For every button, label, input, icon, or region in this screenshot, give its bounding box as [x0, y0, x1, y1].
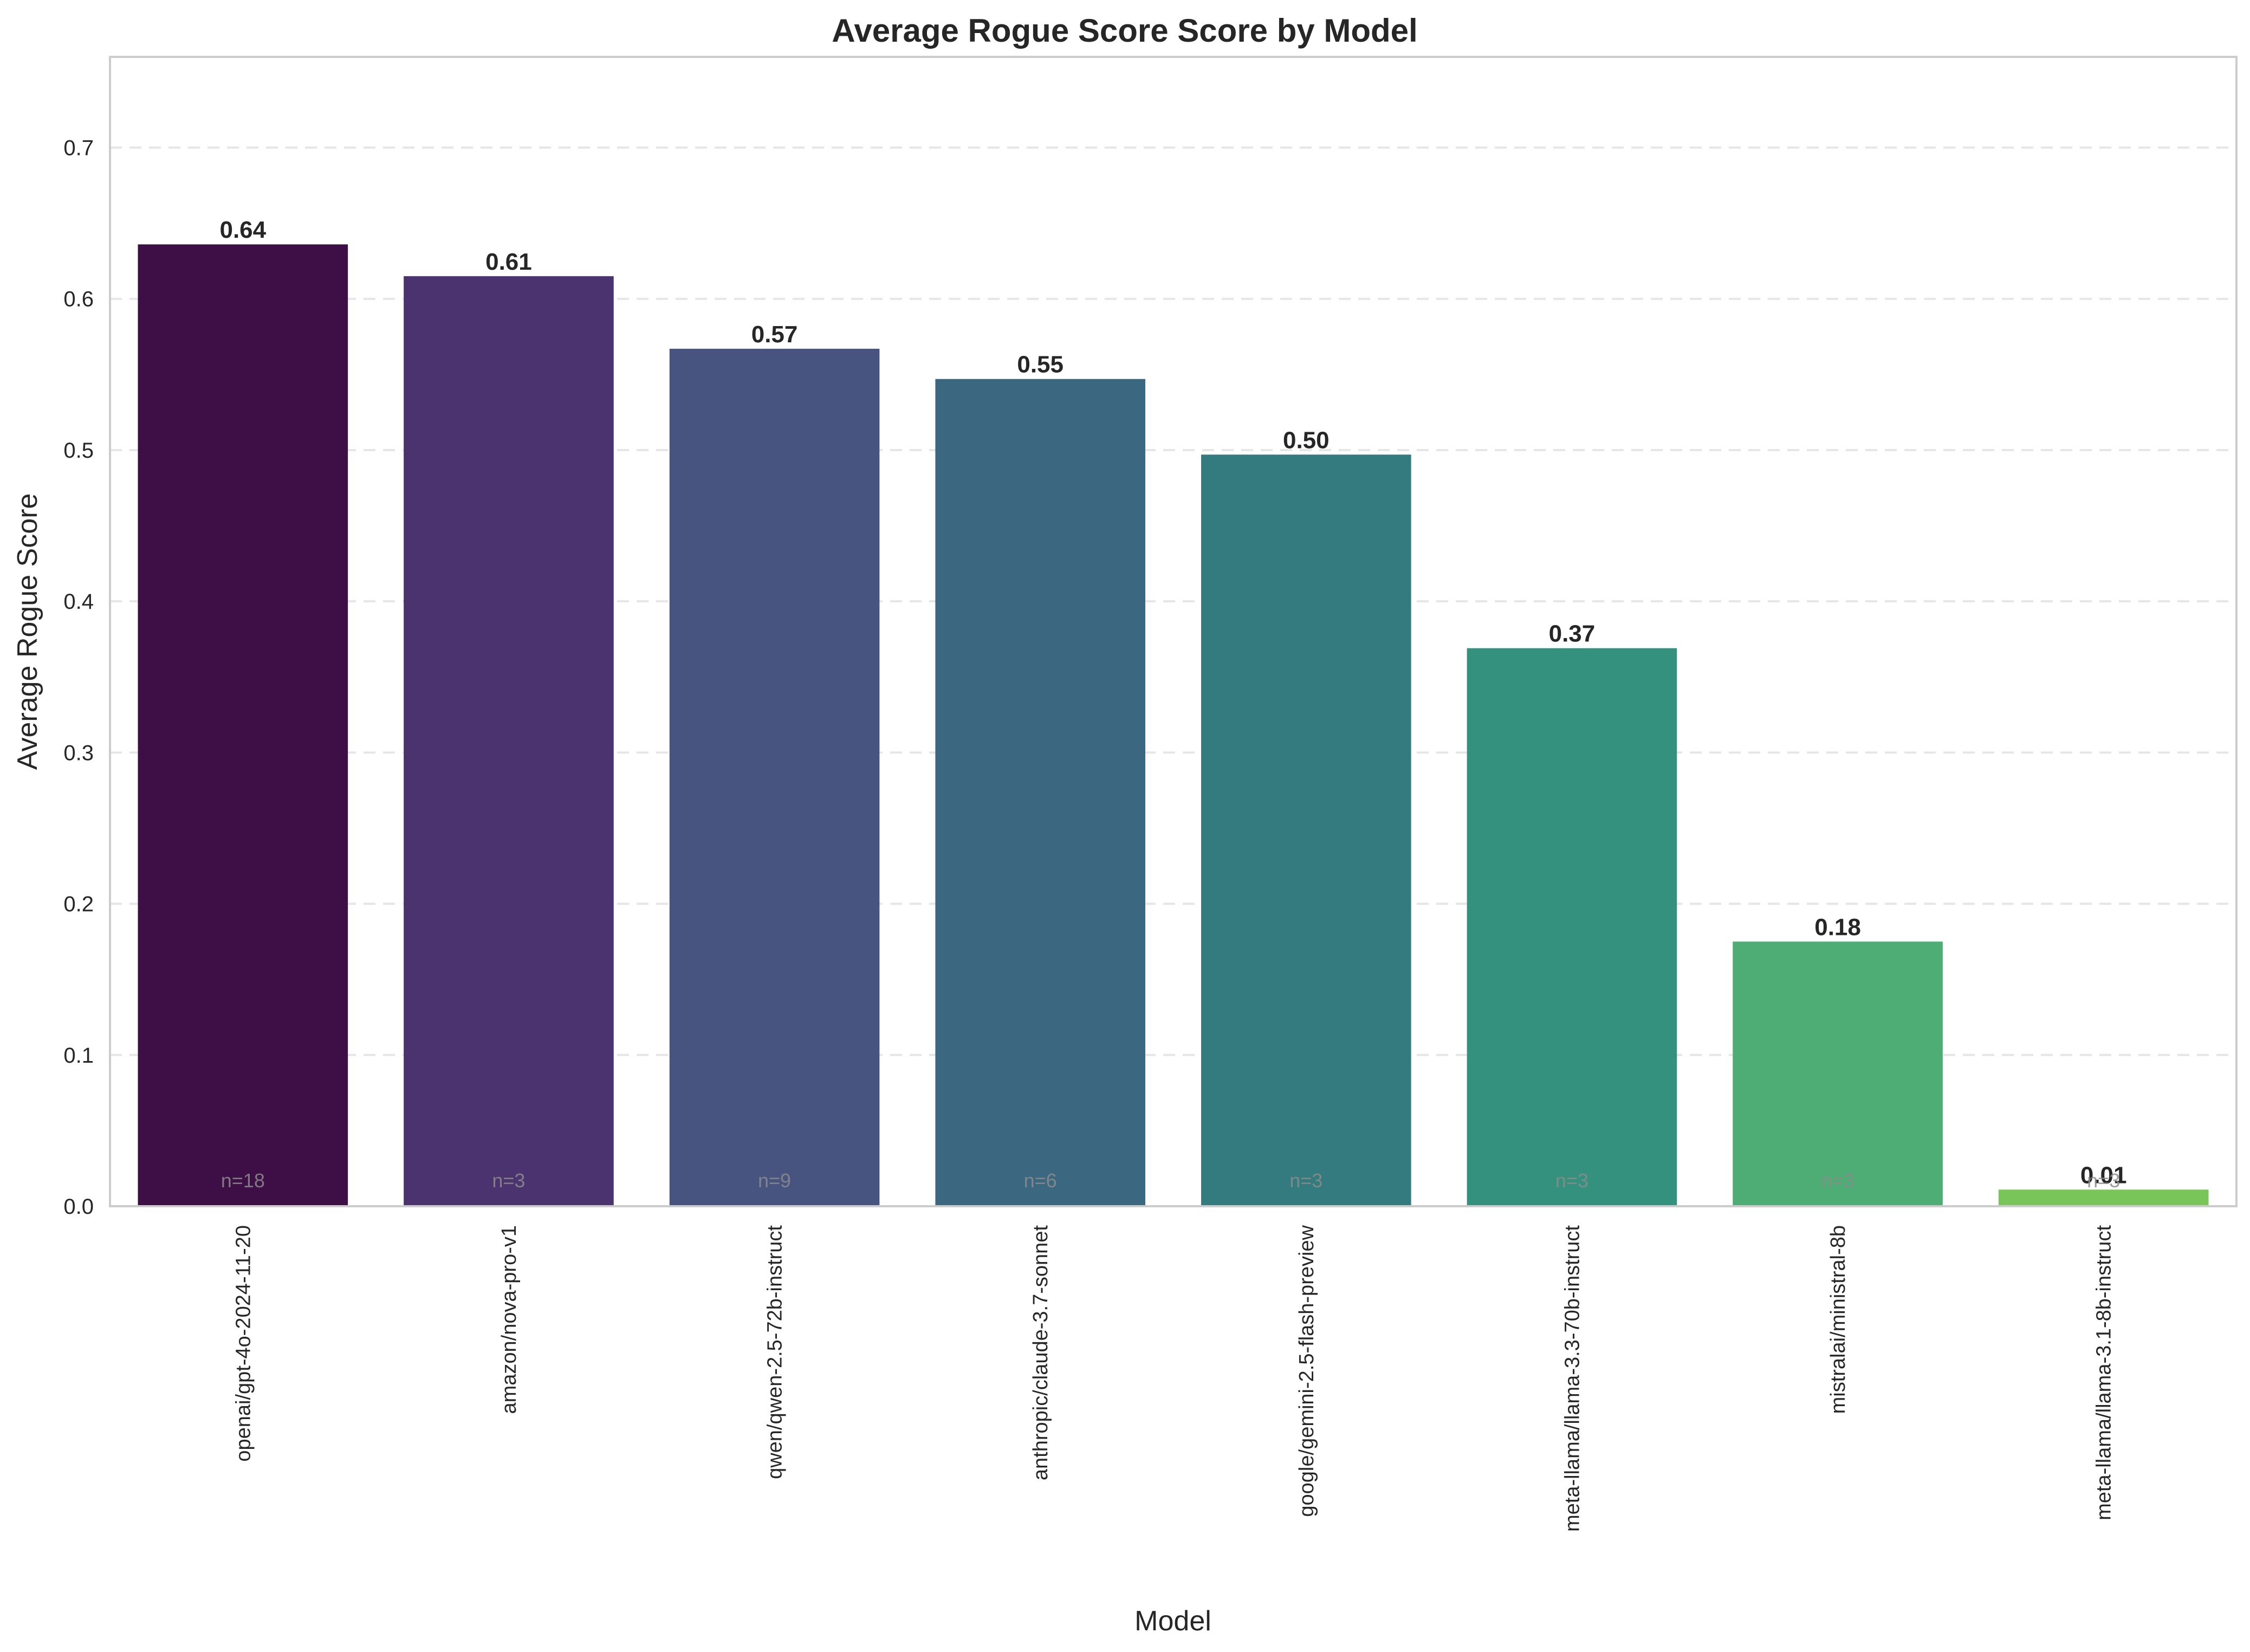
x-axis-label: Model — [1134, 1605, 1211, 1637]
bar-value-label: 0.61 — [485, 249, 532, 275]
bar-value-label: 0.37 — [1549, 621, 1596, 647]
y-axis-label: Average Rogue Score — [12, 493, 43, 770]
sample-size-label: n=3 — [2087, 1169, 2120, 1192]
bar — [1467, 648, 1677, 1206]
sample-size-label: n=3 — [492, 1169, 525, 1192]
bar — [404, 276, 614, 1207]
x-tick-label: openai/gpt-4o-2024-11-20 — [232, 1225, 255, 1462]
x-tick-label: meta-llama/llama-3.1-8b-instruct — [2093, 1225, 2116, 1520]
bar — [1733, 941, 1943, 1206]
y-tick-label: 0.2 — [63, 893, 94, 916]
bar-value-label: 0.55 — [1017, 352, 1064, 378]
sample-size-label: n=6 — [1024, 1169, 1057, 1192]
sample-size-label: n=3 — [1555, 1169, 1588, 1192]
y-axis-ticks: 0.0 0.1 0.2 0.3 0.4 0.5 0.6 0.7 — [63, 136, 94, 1219]
y-tick-label: 0.4 — [63, 590, 94, 614]
x-tick-label: mistralai/ministral-8b — [1827, 1225, 1850, 1414]
bar — [138, 244, 348, 1206]
bar-labels: 0.64 n=18 0.61 n=3 0.57 n=9 0.55 n=6 0.50 n=3 0.37… — [219, 217, 2126, 1192]
bar — [1201, 454, 1411, 1206]
x-tick-label: meta-llama/llama-3.3-70b-instruct — [1561, 1225, 1584, 1532]
bar-value-label: 0.18 — [1814, 914, 1861, 940]
x-tick-label: google/gemini-2.5-flash-preview — [1295, 1225, 1318, 1517]
y-tick-label: 0.1 — [63, 1044, 94, 1068]
bar — [669, 348, 880, 1206]
x-tick-label: anthropic/claude-3.7-sonnet — [1029, 1225, 1052, 1481]
x-tick-label: amazon/nova-pro-v1 — [498, 1225, 521, 1414]
bars — [138, 244, 2209, 1207]
bar-value-label: 0.64 — [219, 217, 266, 243]
bar-value-label: 0.50 — [1283, 427, 1330, 453]
x-tick-label: qwen/qwen-2.5-72b-instruct — [764, 1225, 787, 1479]
sample-size-label: n=3 — [1821, 1169, 1855, 1192]
y-tick-label: 0.3 — [63, 741, 94, 765]
x-axis-ticks: openai/gpt-4o-2024-11-20 amazon/nova-pro-… — [232, 1225, 2115, 1532]
sample-size-label: n=9 — [758, 1169, 791, 1192]
y-tick-label: 0.0 — [63, 1195, 94, 1219]
sample-size-label: n=3 — [1289, 1169, 1322, 1192]
bar-value-label: 0.01 — [2080, 1162, 2127, 1188]
sample-size-label: n=18 — [221, 1169, 265, 1192]
y-tick-label: 0.5 — [63, 439, 94, 463]
bar-value-label: 0.57 — [751, 321, 798, 348]
plot-frame — [109, 56, 2238, 1207]
y-tick-label: 0.7 — [63, 136, 94, 160]
chart-title: Average Rogue Score Score by Model — [832, 12, 1417, 49]
y-tick-label: 0.6 — [63, 288, 94, 311]
bar — [1998, 1189, 2209, 1206]
bar — [935, 379, 1145, 1206]
